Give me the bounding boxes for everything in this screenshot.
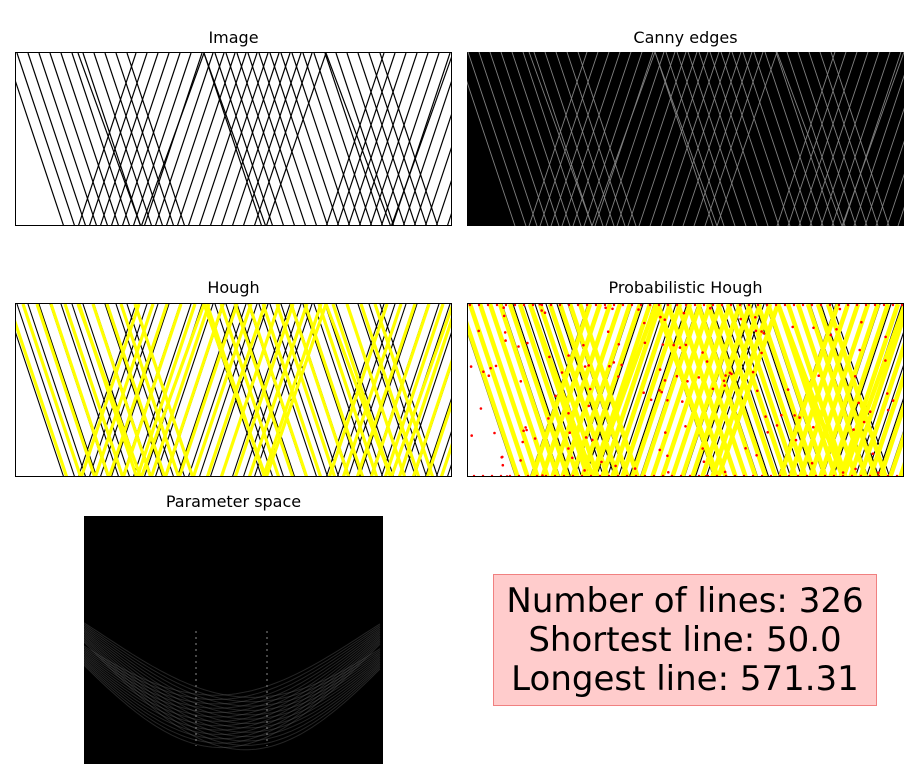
param-space-panel-title: Parameter space: [165, 492, 302, 511]
image-panel: [15, 52, 452, 226]
prob-hough-panel-title: Probabilistic Hough: [608, 278, 763, 297]
image-lines: [16, 53, 451, 225]
longest-line-text: Longest line: 571.31: [511, 658, 859, 699]
prob-hough-panel: [467, 303, 904, 477]
hough-overlay: [16, 304, 451, 476]
canny-panel: [467, 52, 904, 226]
hough-panel: [15, 303, 452, 477]
number-of-lines-text: Number of lines: 326: [506, 580, 864, 621]
hough-panel-title: Hough: [207, 278, 260, 297]
prob-hough-overlay: [468, 304, 903, 476]
image-panel-title: Image: [208, 28, 259, 47]
canny-panel-title: Canny edges: [633, 28, 738, 47]
shortest-line-text: Shortest line: 50.0: [528, 619, 842, 660]
stats-box: Number of lines: 326 Shortest line: 50.0…: [493, 574, 877, 706]
param-space-image: [84, 622, 381, 751]
canny-edges: [467, 52, 904, 226]
param-space-panel: [84, 516, 383, 764]
